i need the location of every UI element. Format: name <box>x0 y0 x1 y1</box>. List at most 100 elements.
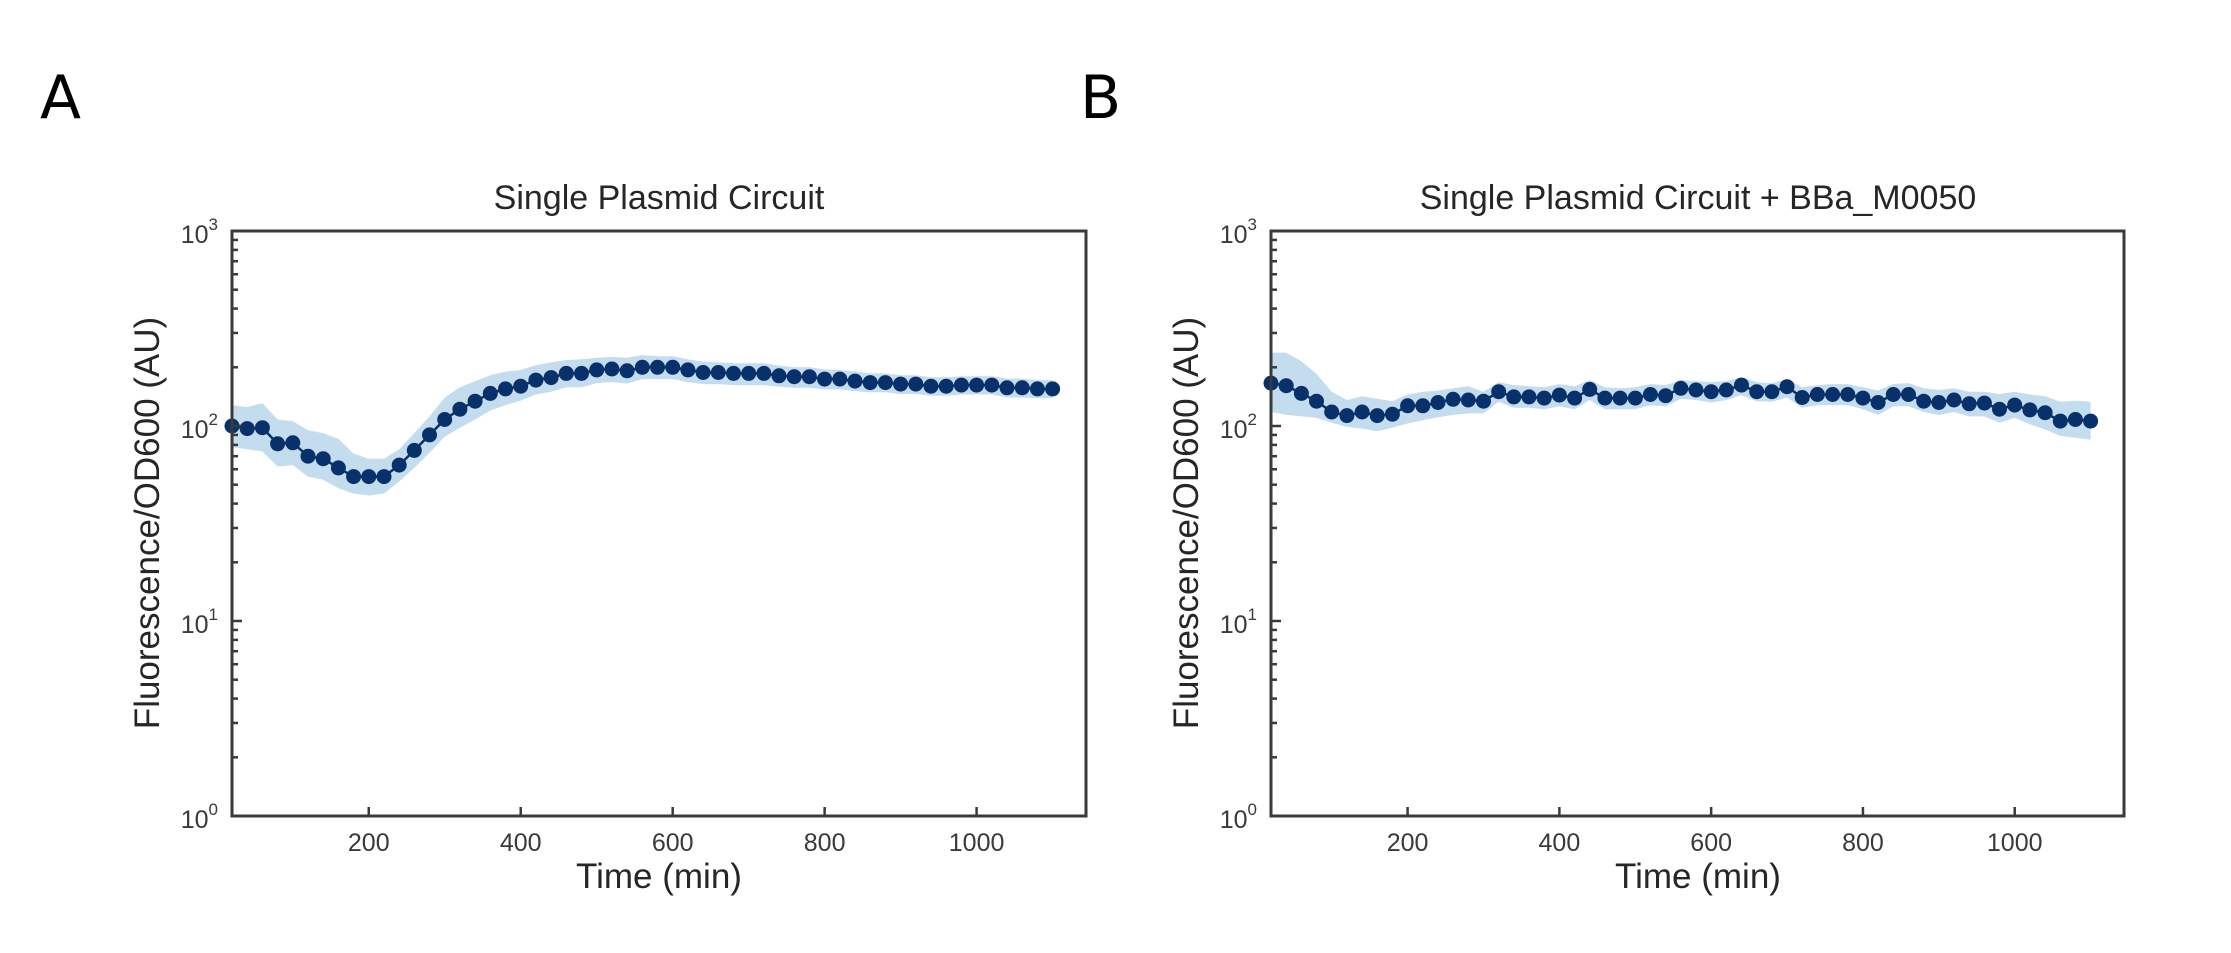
chart-title-b: Single Plasmid Circuit + BBa_M0050 <box>1420 179 1977 217</box>
data-point <box>1445 391 1461 407</box>
data-point <box>270 436 286 452</box>
data-point <box>1309 393 1324 409</box>
y-tick-label: 100 <box>181 800 218 834</box>
data-point <box>1749 384 1765 400</box>
x-tick-label: 1000 <box>949 829 1005 857</box>
data-point <box>1339 408 1355 424</box>
data-point <box>1029 381 1045 397</box>
y-tick-label: 102 <box>181 410 218 444</box>
data-point <box>984 377 1000 393</box>
error-band-b <box>1271 352 2091 440</box>
data-point <box>1476 393 1491 409</box>
data-point <box>437 412 453 427</box>
data-point <box>2083 413 2099 429</box>
data-point <box>1627 390 1643 406</box>
data-point <box>1400 398 1416 414</box>
data-point <box>391 457 407 473</box>
data-point <box>817 371 833 387</box>
x-tick-label: 400 <box>1539 829 1581 857</box>
y-tick-label: 103 <box>1220 215 1257 249</box>
data-point <box>467 393 483 409</box>
data-point <box>330 460 346 476</box>
data-point <box>756 365 772 381</box>
x-tick-label: 400 <box>500 829 542 857</box>
x-axis-label-b: Time (min) <box>1615 857 1781 896</box>
data-point <box>1734 377 1749 393</box>
data-point <box>1582 381 1598 397</box>
data-point <box>2022 402 2038 418</box>
data-point <box>1014 380 1030 396</box>
data-point <box>771 368 787 384</box>
x-tick-label: 600 <box>652 829 694 857</box>
data-point <box>1870 395 1886 410</box>
data-point <box>999 380 1015 396</box>
data-point <box>1567 390 1583 406</box>
data-point <box>589 362 605 378</box>
data-point <box>801 369 817 385</box>
data-point <box>1658 388 1674 404</box>
data-point <box>1673 380 1689 396</box>
x-tick-label: 200 <box>1387 829 1429 857</box>
x-tick-label: 800 <box>804 829 846 857</box>
y-axis-label-b: Fluorescence/OD600 (AU) <box>1167 317 1206 729</box>
data-point <box>1430 395 1446 410</box>
data-point <box>1718 382 1734 398</box>
data-point <box>1324 404 1340 420</box>
data-point <box>543 370 559 386</box>
data-point <box>650 359 665 375</box>
data-point <box>513 378 529 394</box>
data-point <box>346 469 362 485</box>
data-point <box>1384 406 1400 422</box>
data-point <box>482 385 498 401</box>
data-point <box>1597 390 1613 406</box>
data-point <box>1809 387 1825 402</box>
data-point <box>1536 390 1552 406</box>
data-point <box>452 401 468 417</box>
data-point <box>1946 392 1962 408</box>
data-point <box>710 365 726 380</box>
data-point <box>285 435 301 451</box>
data-point <box>726 365 741 381</box>
data-point <box>1506 389 1522 405</box>
data-point <box>1369 408 1385 424</box>
data-point <box>862 375 878 391</box>
data-point <box>498 381 513 397</box>
y-tick-label: 101 <box>1220 605 1257 639</box>
x-axis-label-a: Time (min) <box>576 857 742 896</box>
data-point <box>695 365 711 380</box>
data-point <box>1901 387 1916 402</box>
data-point <box>1794 390 1810 405</box>
chart-title-a: Single Plasmid Circuit <box>494 179 825 217</box>
data-point <box>619 363 635 379</box>
data-point <box>741 365 757 381</box>
data-point <box>1992 401 2007 417</box>
data-point <box>908 376 924 392</box>
data-point <box>1840 387 1856 402</box>
y-tick-label: 102 <box>1220 410 1257 444</box>
x-tick-label: 800 <box>1842 829 1884 857</box>
data-point <box>1885 387 1901 402</box>
data-point <box>1551 387 1567 403</box>
axes-frame-a <box>230 229 1088 818</box>
data-point <box>604 361 620 377</box>
data-point <box>528 372 544 388</box>
data-point <box>786 369 802 385</box>
error-band-a <box>232 355 1053 496</box>
data-point <box>634 359 650 375</box>
data-point <box>832 371 848 387</box>
data-point <box>1855 390 1871 406</box>
data-point <box>1825 387 1841 402</box>
x-tick-label: 600 <box>1690 829 1732 857</box>
data-point <box>1703 384 1719 400</box>
data-point <box>254 420 270 436</box>
panel-b: B Single Plasmid Circuit + BBa_M0050 200… <box>1080 63 2126 896</box>
y-axis-label-a: Fluorescence/OD600 (AU) <box>128 317 167 729</box>
panel-a: A Single Plasmid Circuit 200 400 600 800 100… <box>40 63 1088 896</box>
data-point <box>239 421 255 437</box>
data-point <box>574 365 589 381</box>
data-point <box>2052 413 2068 429</box>
y-tick-label: 101 <box>181 605 218 639</box>
data-point <box>422 427 437 443</box>
data-point <box>1764 384 1780 400</box>
